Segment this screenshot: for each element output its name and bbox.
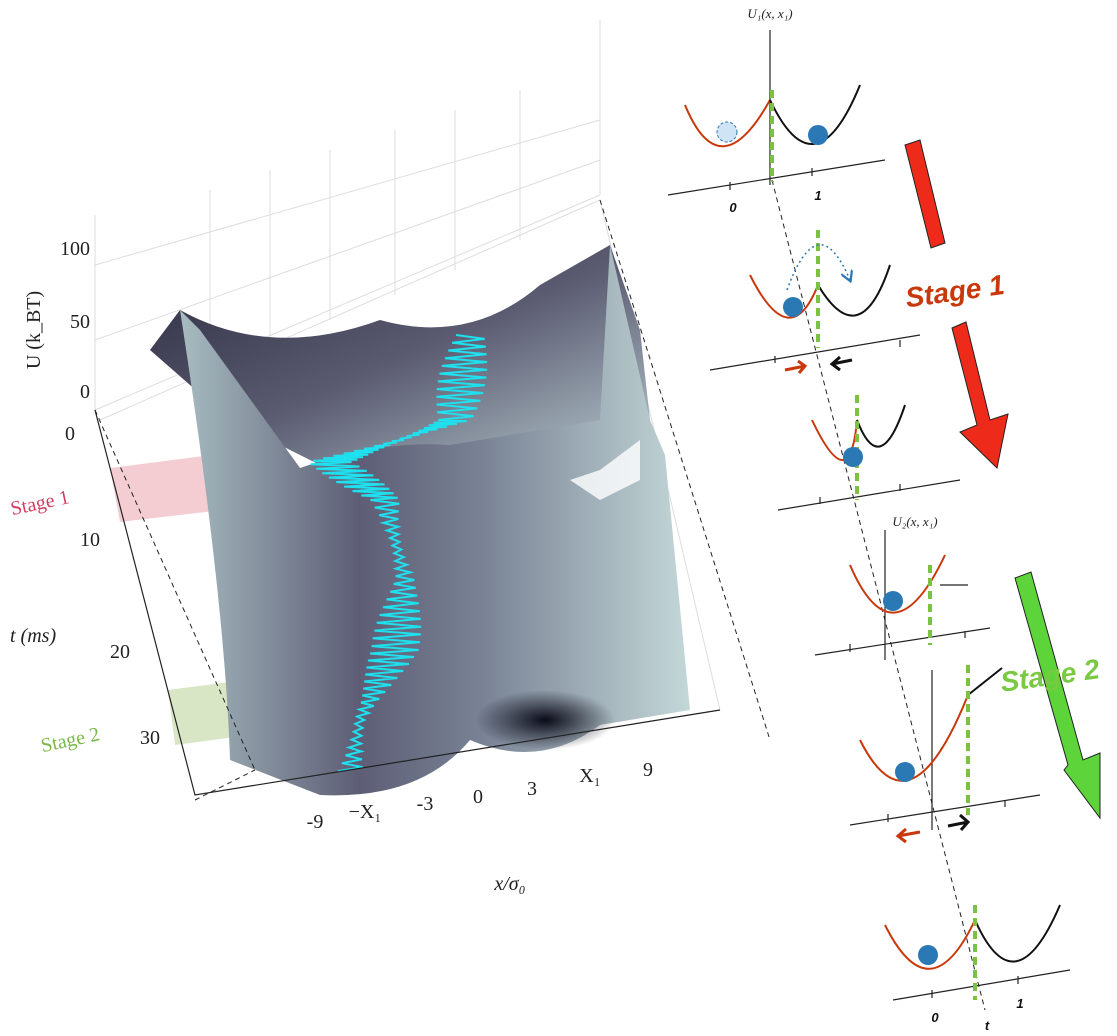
z-tick: 50 [70, 311, 90, 333]
ball [895, 762, 915, 782]
well [818, 265, 890, 316]
ball [783, 297, 803, 317]
ball [883, 591, 903, 611]
panel-axes [815, 530, 990, 660]
z-tick: 100 [60, 238, 90, 260]
u2-label: U₂(x, x₁) [892, 514, 937, 529]
x-tick: 3 [527, 778, 537, 800]
time-label: t [985, 1018, 990, 1033]
x-tick: 0 [473, 786, 483, 808]
guide [195, 770, 255, 800]
x-axis-label: x/σ₀ [493, 873, 525, 895]
x-tick: X₁ [579, 765, 600, 787]
t-tick: 10 [80, 529, 100, 551]
x-tick: -9 [307, 811, 324, 833]
u1-label: U₁(x, x₁) [747, 6, 792, 21]
z-tick: 0 [80, 381, 90, 403]
stage-arrow [905, 140, 945, 248]
stage-label: Stage 2 [39, 723, 102, 757]
ball-ghost [717, 122, 737, 142]
tick: 0 [729, 200, 737, 215]
well [968, 668, 1002, 695]
stage-arrow [1015, 572, 1100, 818]
tick: 1 [1016, 996, 1023, 1011]
ball [843, 447, 863, 467]
ball [918, 945, 938, 965]
well [857, 405, 905, 447]
stage-title: Stage 1 [903, 269, 1006, 314]
x-tick: 9 [643, 759, 653, 781]
z-axis-label: U (k_BT) [23, 291, 45, 369]
shift-arrow [832, 357, 852, 370]
well [975, 905, 1060, 962]
t-tick: 0 [65, 423, 75, 445]
x-tick: -3 [417, 793, 434, 815]
shift-arrow [948, 815, 968, 830]
figure: U (k_BT) 100 50 0 0 10 20 30 t (ms) Stag… [0, 0, 1117, 1036]
stage-label: Stage 1 [9, 486, 72, 520]
shift-arrow [898, 829, 920, 842]
surface-shadow [475, 690, 615, 750]
panel-axes [778, 480, 960, 510]
shift-arrow [785, 361, 805, 373]
t-tick: 20 [110, 641, 130, 663]
x-tick: −X₁ [349, 801, 382, 823]
tick: 0 [931, 1010, 939, 1025]
t-tick: 30 [140, 727, 160, 749]
protocol: U₁(x, x₁) 0 1 U₂(x, x₁) [668, 6, 1102, 1033]
stage-arrow [952, 322, 1008, 468]
stage-title: Stage 2 [998, 653, 1101, 698]
t-axis-label: t (ms) [10, 625, 56, 647]
panel-axes [710, 335, 920, 370]
tick: 1 [814, 188, 821, 203]
ball [808, 125, 828, 145]
